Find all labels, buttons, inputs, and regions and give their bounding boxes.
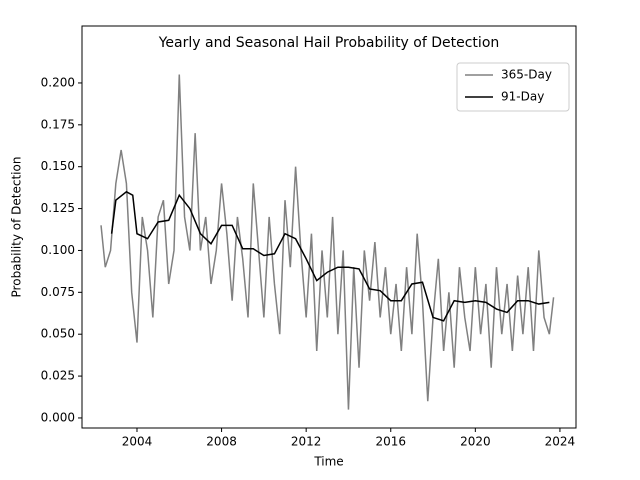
y-tick-label: 0.175 bbox=[41, 117, 75, 131]
x-tick-label: 2004 bbox=[122, 435, 153, 449]
y-tick-label: 0.125 bbox=[41, 201, 75, 215]
legend-label: 365-Day bbox=[501, 68, 552, 82]
x-tick-label: 2008 bbox=[206, 435, 237, 449]
plot-frame bbox=[81, 25, 577, 429]
x-tick-label: 2020 bbox=[460, 435, 491, 449]
x-tick-label: 2016 bbox=[375, 435, 406, 449]
line-series bbox=[100, 74, 555, 410]
y-tick-label: 0.000 bbox=[41, 410, 75, 424]
x-tick-label: 2012 bbox=[291, 435, 322, 449]
y-tick-label: 0.200 bbox=[41, 75, 75, 89]
chart-title: Yearly and Seasonal Hail Probability of … bbox=[158, 35, 500, 51]
y-axis-label: Probability of Detection bbox=[10, 157, 24, 298]
legend-label: 91-Day bbox=[501, 90, 544, 104]
y-tick-label: 0.075 bbox=[41, 285, 75, 299]
y-tick-label: 0.150 bbox=[41, 159, 75, 173]
x-axis-label: Time bbox=[313, 455, 343, 469]
line-series bbox=[110, 190, 550, 322]
y-tick-label: 0.100 bbox=[41, 243, 75, 257]
y-tick-label: 0.050 bbox=[41, 327, 75, 341]
x-tick-label: 2024 bbox=[545, 435, 576, 449]
y-tick-label: 0.025 bbox=[41, 369, 75, 383]
